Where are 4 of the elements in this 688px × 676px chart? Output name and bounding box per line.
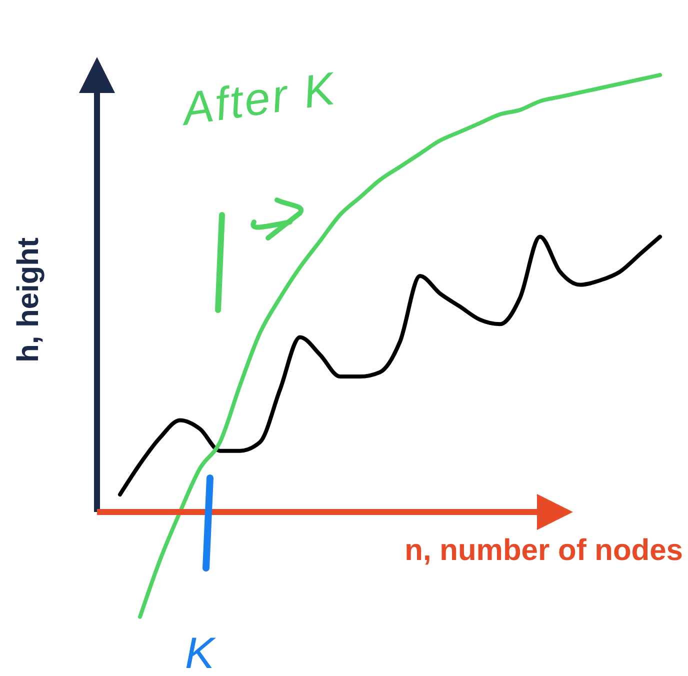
annotation: After K bbox=[176, 62, 340, 136]
y-axis-title: h, height bbox=[12, 238, 45, 362]
x-axis-title: n, number of nodes bbox=[404, 534, 683, 567]
text: K bbox=[185, 629, 216, 676]
